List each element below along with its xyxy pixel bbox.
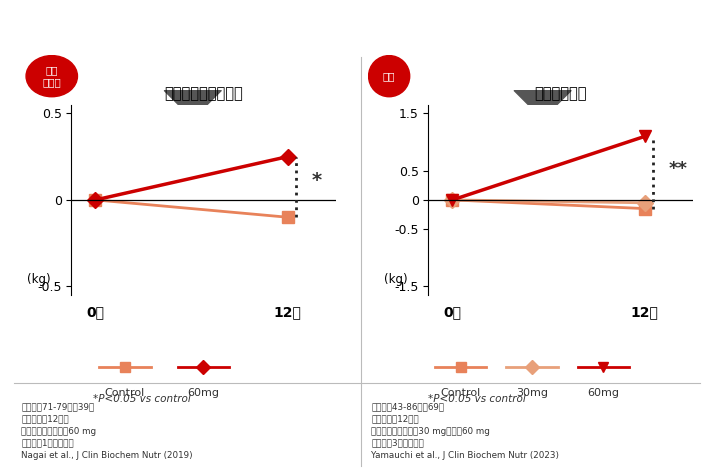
Text: 握力: 握力 bbox=[383, 71, 396, 81]
Text: *P<0.05 vs control: *P<0.05 vs control bbox=[428, 394, 526, 404]
Text: *P<0.05 vs control: *P<0.05 vs control bbox=[93, 394, 191, 404]
Text: (kg): (kg) bbox=[27, 273, 51, 286]
Text: 60mg: 60mg bbox=[188, 388, 219, 398]
Text: 握力が有意に増加↑: 握力が有意に増加↑ bbox=[513, 69, 588, 81]
Title: 握力の変化量: 握力の変化量 bbox=[534, 86, 587, 101]
Polygon shape bbox=[164, 90, 221, 119]
Text: (kg): (kg) bbox=[384, 273, 408, 286]
Text: 30mg: 30mg bbox=[516, 388, 548, 398]
Text: 対象者：71-79歳、39名
摂取期間：12週間
摂取量：マスリン酸60 mg
運動：週1回体操教室
Nagai et al., J Clin Biochem : 対象者：71-79歳、39名 摂取期間：12週間 摂取量：マスリン酸60 mg … bbox=[21, 402, 193, 460]
Polygon shape bbox=[514, 90, 571, 119]
Text: 体幹
筋肉量: 体幹 筋肉量 bbox=[42, 65, 61, 87]
Circle shape bbox=[368, 56, 410, 97]
Title: 体幹筋肉量の変化量: 体幹筋肉量の変化量 bbox=[164, 86, 243, 101]
Text: *: * bbox=[311, 170, 322, 189]
Text: 60mg: 60mg bbox=[588, 388, 619, 398]
Text: Control: Control bbox=[441, 388, 481, 398]
Text: 筋肉量が有意に増加↑: 筋肉量が有意に増加↑ bbox=[159, 69, 242, 81]
Text: 対象者：43-86歳、69名
摂取期間：12週間
摂取量：マスリン酸30 mgまたは60 mg
運動：週3回自宅運動
Yamauchi et al., J Cl: 対象者：43-86歳、69名 摂取期間：12週間 摂取量：マスリン酸30 mgま… bbox=[371, 402, 559, 460]
Text: Control: Control bbox=[105, 388, 145, 398]
Text: 運動との併用で筋肉量と握力を維持: 運動との併用で筋肉量と握力を維持 bbox=[230, 12, 484, 38]
Circle shape bbox=[26, 56, 77, 97]
Text: **: ** bbox=[668, 160, 688, 178]
